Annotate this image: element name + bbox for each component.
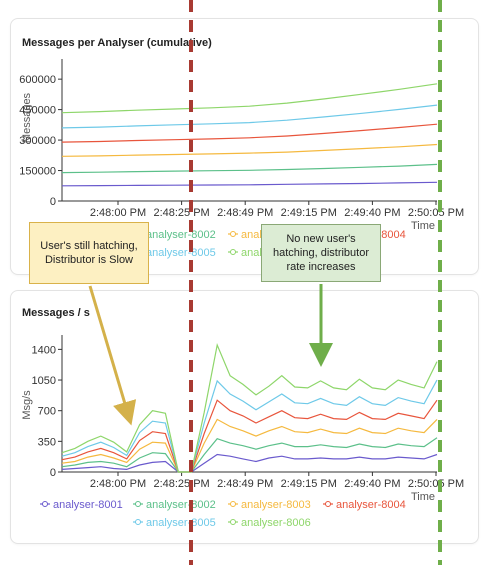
- series-line-analyser-8002: [61, 437, 438, 473]
- legend-label-analyser-8002: analyser-8002: [146, 499, 216, 511]
- y-tick-label: 0: [50, 196, 56, 208]
- x-tick-label: 2:48:00 PM: [90, 207, 146, 219]
- y-tick-label: 150000: [19, 166, 56, 178]
- series-line-analyser-8005: [61, 104, 438, 129]
- x-tick-label: 2:50:05 PM: [408, 207, 464, 219]
- series-line-analyser-8001: [61, 181, 438, 187]
- legend-marker-analyser-8003: [230, 231, 236, 237]
- series-line-analyser-8003: [61, 418, 438, 473]
- legend-marker-analyser-8005: [135, 519, 141, 525]
- x-tick-label: 2:49:40 PM: [344, 207, 400, 219]
- y-tick-label: 300000: [19, 135, 56, 147]
- legend-label-analyser-8001: analyser-8001: [53, 499, 123, 511]
- series-line-analyser-8004: [61, 123, 438, 143]
- y-tick-label: 450000: [19, 105, 56, 117]
- x-axis-title: Time: [411, 491, 435, 503]
- legend-label-analyser-8002: analyser-8002: [146, 229, 216, 241]
- x-tick-label: 2:49:40 PM: [344, 478, 400, 490]
- left-annotation-note: User's still hatching, Distributor is Sl…: [29, 222, 149, 284]
- legend-label-analyser-8006: analyser-8006: [241, 517, 311, 529]
- series-line-analyser-8005: [61, 379, 438, 473]
- legend-label-analyser-8005: analyser-8005: [146, 517, 216, 529]
- series-line-analyser-8004: [61, 399, 438, 473]
- x-tick-label: 2:49:15 PM: [281, 207, 337, 219]
- legend-marker-analyser-8002: [135, 501, 141, 507]
- series-line-analyser-8002: [61, 163, 438, 174]
- x-tick-label: 2:49:15 PM: [281, 478, 337, 490]
- legend-label-analyser-8005: analyser-8005: [146, 247, 216, 259]
- y-axis-title: Messages: [21, 92, 33, 143]
- x-axis-title: Time: [411, 220, 435, 232]
- x-tick-label: 2:48:25 PM: [153, 207, 209, 219]
- series-line-analyser-8003: [61, 143, 438, 157]
- cumulative-chart-title: Messages per Analyser (cumulative): [22, 37, 212, 49]
- legend-marker-analyser-8004: [325, 501, 331, 507]
- legend-marker-analyser-8003: [230, 501, 236, 507]
- legend-marker-analyser-8001: [42, 501, 48, 507]
- y-tick-label: 700: [38, 406, 56, 418]
- y-tick-label: 0: [50, 467, 56, 479]
- x-tick-label: 2:48:00 PM: [90, 478, 146, 490]
- series-line-analyser-8001: [61, 453, 438, 473]
- y-axis-title: Msg/s: [21, 390, 33, 420]
- rate-chart-card: Messages / s: [10, 290, 479, 544]
- y-tick-label: 1050: [32, 375, 56, 387]
- legend-marker-analyser-8006: [230, 519, 236, 525]
- y-tick-label: 1400: [32, 344, 56, 356]
- legend-marker-analyser-8006: [230, 249, 236, 255]
- series-line-analyser-8006: [61, 342, 438, 473]
- series-line-analyser-8006: [61, 83, 438, 114]
- rate-chart-title: Messages / s: [22, 307, 90, 319]
- y-tick-label: 600000: [19, 74, 56, 86]
- right-annotation-note: No new user's hatching, distributor rate…: [261, 224, 381, 282]
- legend-label-analyser-8003: analyser-8003: [241, 499, 311, 511]
- x-tick-label: 2:48:49 PM: [217, 207, 273, 219]
- y-tick-label: 350: [38, 436, 56, 448]
- legend-label-analyser-8004: analyser-8004: [336, 499, 406, 511]
- x-tick-label: 2:50:05 PM: [408, 478, 464, 490]
- x-tick-label: 2:48:49 PM: [217, 478, 273, 490]
- x-tick-label: 2:48:25 PM: [153, 478, 209, 490]
